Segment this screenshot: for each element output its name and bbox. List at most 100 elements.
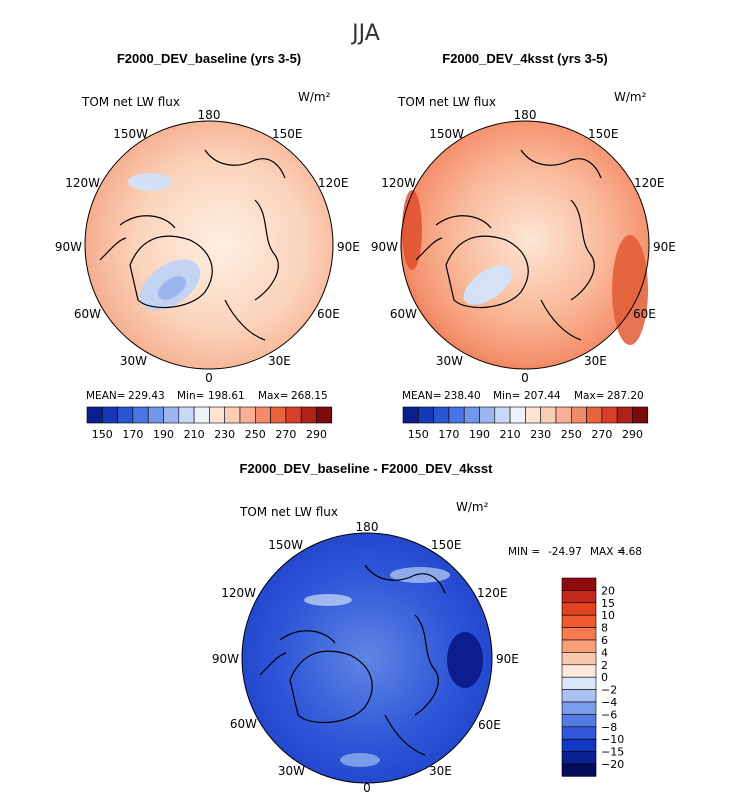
panel-3-dark-patch-east xyxy=(447,632,483,688)
colorbar-swatch xyxy=(494,406,511,424)
panel-3-frame xyxy=(241,532,493,784)
colorbar-swatch xyxy=(561,664,597,678)
lon-60w: 60W xyxy=(390,307,417,321)
colorbar-swatch xyxy=(402,406,419,424)
colorbar-tick-label: 10 xyxy=(601,609,615,622)
colorbar-swatch xyxy=(561,714,597,728)
colorbar-swatch xyxy=(193,406,210,424)
panel-1-cool-patch-siberia xyxy=(128,173,172,191)
colorbar-swatch xyxy=(224,406,241,424)
panel-2-variable: TOM net LW flux xyxy=(397,95,496,109)
panel-2-title: F2000_DEV_4ksst (yrs 3-5) xyxy=(442,51,608,66)
colorbar-swatch xyxy=(417,406,434,424)
panel-2-max-value: 287.20 xyxy=(607,390,644,402)
panel-3-light-patch-north xyxy=(390,567,450,583)
colorbar-swatch xyxy=(509,406,526,424)
panel-2-longitude-labels: 180 150E 120E 90E 60E 30E 0 30W 60W 90W … xyxy=(371,108,676,385)
colorbar-swatch xyxy=(561,763,597,777)
colorbar-tick-label: 2 xyxy=(601,659,608,672)
lon-180: 180 xyxy=(198,108,221,122)
panel-2-colorbar xyxy=(402,406,649,424)
colorbar-swatch xyxy=(570,406,587,424)
colorbar-swatch xyxy=(586,406,603,424)
colorbar-tick-label: 290 xyxy=(306,428,327,441)
lon-0: 0 xyxy=(205,371,213,385)
panel-1-cool-patch-greenland-core xyxy=(157,276,187,300)
colorbar-swatch xyxy=(285,406,302,424)
panel-2-frame xyxy=(400,120,650,370)
lon-60e: 60E xyxy=(633,307,656,321)
colorbar-tick-label: 4 xyxy=(601,646,608,659)
colorbar-tick-label: −10 xyxy=(601,733,624,746)
lon-90e: 90E xyxy=(496,652,519,666)
panel-2-min-value: 207.44 xyxy=(524,390,561,402)
lon-30e: 30E xyxy=(584,354,607,368)
lon-30w: 30W xyxy=(278,764,305,778)
lon-60e: 60E xyxy=(317,307,340,321)
colorbar-tick-label: 20 xyxy=(601,584,615,597)
panel-3-light-patch-south xyxy=(340,753,380,767)
colorbar-swatch xyxy=(147,406,164,424)
lon-60e: 60E xyxy=(478,718,501,732)
panel-difference: F2000_DEV_baseline - F2000_DEV_4ksst TOM… xyxy=(212,461,642,795)
lon-90w: 90W xyxy=(212,652,239,666)
panel-1-mean-label: MEAN= xyxy=(86,390,126,402)
colorbar-swatch xyxy=(561,652,597,666)
panel-1-min-label: Min= xyxy=(177,390,204,402)
colorbar-swatch xyxy=(561,701,597,715)
colorbar-swatch xyxy=(209,406,225,424)
colorbar-swatch xyxy=(178,406,195,424)
colorbar-swatch xyxy=(86,406,103,424)
colorbar-swatch xyxy=(561,639,597,653)
colorbar-swatch xyxy=(561,726,597,740)
colorbar-swatch xyxy=(616,406,633,424)
colorbar-swatch xyxy=(163,406,180,424)
panel-3-field xyxy=(242,533,492,783)
panel-1-units: W/m² xyxy=(298,90,331,104)
panel-3-max-label: MAX = xyxy=(590,546,626,558)
season-title: JJA xyxy=(350,21,380,46)
panel-2-coastlines xyxy=(415,149,602,341)
lon-180: 180 xyxy=(356,520,379,534)
colorbar-swatch xyxy=(561,590,597,604)
panel-3-stats: MIN = -24.97 MAX = 4.68 xyxy=(508,546,642,558)
colorbar-tick-label: 0 xyxy=(601,671,608,684)
lon-120e: 120E xyxy=(634,176,665,190)
panel-2-mean-label: MEAN= xyxy=(402,390,442,402)
panel-2-stats: MEAN= 238.40 Min= 207.44 Max= 287.20 xyxy=(402,390,644,402)
lon-120e: 120E xyxy=(477,586,508,600)
lon-120e: 120E xyxy=(318,176,349,190)
colorbar-swatch xyxy=(561,602,597,616)
panel-2-warm-patch-east xyxy=(612,235,648,345)
colorbar-tick-label: 170 xyxy=(122,428,143,441)
colorbar-tick-label: 15 xyxy=(601,597,615,610)
panel-1-stats: MEAN= 229.43 Min= 198.61 Max= 268.15 xyxy=(86,390,328,402)
colorbar-swatch xyxy=(448,406,465,424)
colorbar-tick-label: 290 xyxy=(622,428,643,441)
colorbar-tick-label: 230 xyxy=(214,428,235,441)
panel-3-max-value: 4.68 xyxy=(619,546,642,558)
panel-1-map xyxy=(84,120,334,370)
colorbar-swatch xyxy=(561,751,597,765)
colorbar-tick-label: 150 xyxy=(92,428,113,441)
panel-3-longitude-labels: 180 150E 120E 90E 60E 30E 0 30W 60W 90W … xyxy=(212,520,519,795)
colorbar-swatch xyxy=(132,406,149,424)
lon-120w: 120W xyxy=(381,176,416,190)
colorbar-swatch xyxy=(433,406,450,424)
panel-2-map xyxy=(400,120,650,370)
panel-3-map xyxy=(241,532,493,784)
panel-2-units: W/m² xyxy=(614,90,647,104)
colorbar-swatch xyxy=(561,577,597,591)
lon-120w: 120W xyxy=(65,176,100,190)
colorbar-swatch xyxy=(463,406,480,424)
lon-0: 0 xyxy=(521,371,529,385)
lon-0: 0 xyxy=(363,781,371,795)
colorbar-tick-label: −8 xyxy=(601,721,617,734)
colorbar-tick-label: −6 xyxy=(601,708,617,721)
colorbar-tick-label: 250 xyxy=(245,428,266,441)
colorbar-tick-label: 270 xyxy=(275,428,296,441)
lon-150w: 150W xyxy=(268,538,303,552)
panel-1-frame xyxy=(84,120,334,370)
lon-150e: 150E xyxy=(431,538,462,552)
colorbar-swatch xyxy=(479,406,496,424)
